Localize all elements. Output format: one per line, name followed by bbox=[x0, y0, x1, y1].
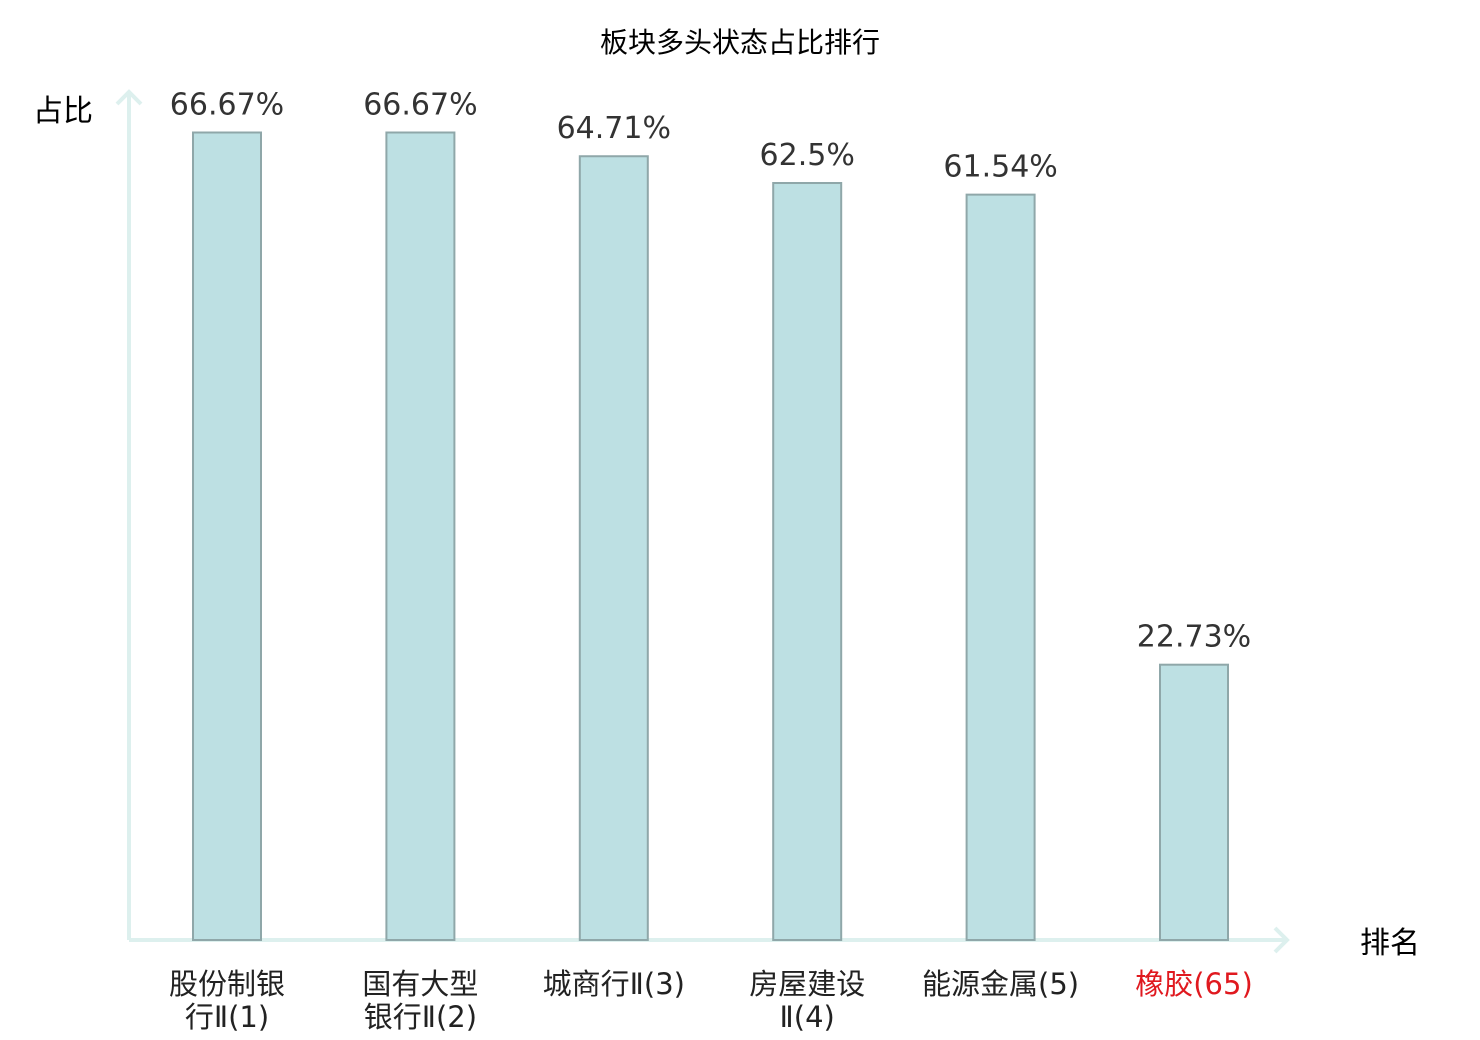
data-label: 61.54% bbox=[943, 150, 1057, 185]
x-axis-arrow bbox=[1273, 926, 1290, 954]
data-label: 66.67% bbox=[363, 88, 477, 123]
bar bbox=[772, 182, 843, 941]
bar bbox=[385, 131, 456, 941]
data-label: 66.67% bbox=[170, 88, 284, 123]
bar bbox=[965, 193, 1036, 941]
category-tick-label: 橡胶(65) bbox=[1135, 967, 1253, 1001]
bar bbox=[578, 155, 649, 941]
y-axis-label: 占比 bbox=[33, 94, 93, 129]
bar-series bbox=[192, 131, 1229, 941]
bar bbox=[1159, 663, 1229, 941]
category-labels: 股份制银行Ⅱ(1) 国有大型银行Ⅱ(2) 城商行Ⅱ(3) 房屋建设 Ⅱ(4) 能源金属(5… bbox=[169, 967, 1253, 1034]
category-tick-label: 房屋建设 Ⅱ(4) bbox=[749, 967, 865, 1034]
data-label: 22.73% bbox=[1137, 620, 1251, 655]
bar bbox=[192, 131, 262, 941]
y-axis-arrow bbox=[115, 89, 143, 106]
category-tick-label: 国有大型银行Ⅱ(2) bbox=[362, 967, 478, 1034]
category-tick-label: 城商行Ⅱ(3) bbox=[543, 967, 685, 1001]
value-labels: 66.67% 66.67% 64.71% 62.5% 61.54% 22.73% bbox=[170, 88, 1251, 655]
category-tick-label: 股份制银行Ⅱ(1) bbox=[169, 967, 285, 1034]
category-tick-label: 能源金属(5) bbox=[922, 967, 1079, 1001]
x-axis-label: 排名 bbox=[1360, 926, 1420, 961]
data-label: 62.5% bbox=[760, 138, 855, 173]
chart-title: 板块多头状态占比排行 bbox=[600, 26, 880, 59]
data-label: 64.71% bbox=[557, 111, 671, 146]
